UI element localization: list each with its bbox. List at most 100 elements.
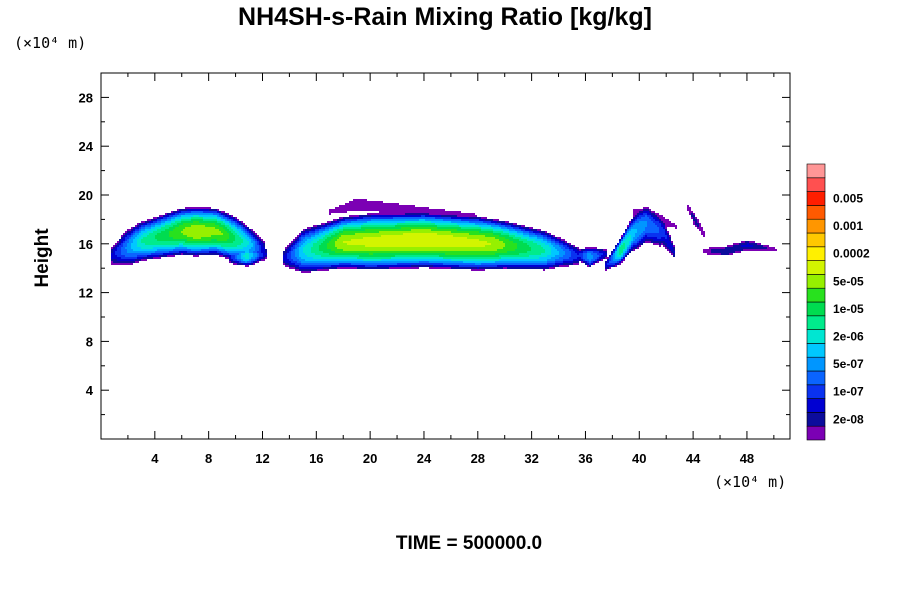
y-tick-label: 4 (86, 383, 94, 398)
contour-cell (225, 225, 229, 227)
contour-cell (611, 255, 613, 257)
contour-cell (497, 249, 515, 251)
contour-cell (633, 211, 639, 213)
contour-cell (141, 235, 147, 237)
contour-cell (259, 237, 261, 239)
contour-cell (181, 219, 191, 221)
contour-cell (263, 241, 265, 243)
contour-cell (287, 253, 291, 255)
contour-cell (539, 231, 545, 233)
colorbar-swatch (806, 343, 826, 358)
contour-cell (695, 221, 697, 223)
contour-cell (259, 257, 263, 259)
contour-cell (261, 241, 263, 243)
contour-cell (313, 243, 321, 245)
contour-cell (547, 239, 551, 241)
contour-cell (249, 257, 251, 259)
contour-cell (185, 227, 215, 229)
contour-cell (249, 249, 255, 251)
contour-cell (495, 223, 501, 225)
contour-cell (617, 245, 619, 247)
contour-cell (283, 261, 285, 263)
contour-cell (637, 217, 641, 219)
contour-cell (657, 237, 661, 239)
contour-cell (241, 233, 245, 235)
contour-cell (291, 245, 293, 247)
contour-cell (491, 221, 497, 223)
contour-cell (695, 217, 697, 219)
contour-cell (531, 249, 545, 251)
contour-cell (141, 225, 145, 227)
contour-cell (481, 229, 493, 231)
contour-cell (491, 225, 499, 227)
contour-cell (687, 205, 689, 207)
contour-cell (569, 247, 573, 249)
contour-cell (635, 221, 639, 223)
contour-cell (131, 227, 133, 229)
contour-cell (117, 247, 121, 249)
contour-cell (293, 249, 295, 251)
contour-cell (321, 223, 325, 225)
contour-cell (661, 223, 663, 225)
contour-cell (389, 267, 419, 269)
contour-cell (245, 225, 247, 227)
contour-cell (145, 243, 179, 245)
contour-cell (261, 247, 265, 249)
contour-cell (293, 259, 299, 261)
contour-cell (577, 257, 581, 259)
contour-cell (527, 239, 535, 241)
contour-cell (621, 253, 623, 255)
contour-cell (749, 243, 757, 245)
contour-cell (551, 243, 555, 245)
contour-cell (701, 231, 705, 233)
x-tick-label: 48 (740, 451, 754, 466)
contour-cell (587, 263, 589, 265)
contour-cell (239, 235, 243, 237)
contour-cell (237, 223, 239, 225)
contour-cell (241, 257, 245, 259)
contour-cell (307, 255, 321, 257)
contour-cell (259, 241, 261, 243)
colorbar-swatch (806, 246, 826, 261)
contour-cell (147, 219, 151, 221)
contour-cell (251, 263, 253, 265)
contour-cell (617, 249, 619, 251)
contour-cell (581, 257, 583, 259)
contour-cell (625, 233, 627, 235)
contour-cell (753, 245, 763, 247)
contour-cell (313, 239, 319, 241)
contour-cell (241, 237, 245, 239)
contour-cell (531, 229, 537, 231)
contour-cell (299, 241, 301, 243)
contour-cell (479, 239, 499, 241)
contour-cell (625, 239, 631, 241)
contour-cell (155, 251, 169, 253)
contour-cell (537, 229, 541, 231)
contour-cell (329, 233, 335, 235)
contour-cell (599, 251, 605, 253)
contour-cell (725, 247, 767, 249)
contour-cell (687, 209, 691, 211)
contour-cell (607, 259, 609, 261)
contour-cell (339, 233, 355, 235)
contour-cell (505, 243, 517, 245)
contour-cell (131, 231, 133, 233)
contour-cell (373, 253, 445, 255)
contour-cell (141, 227, 145, 229)
contour-cell (599, 259, 601, 261)
contour-cell (181, 215, 193, 217)
contour-cell (513, 227, 519, 229)
contour-cell (219, 253, 223, 255)
y-axis-label: Height (32, 228, 53, 288)
contour-cell (295, 243, 297, 245)
contour-cell (235, 239, 243, 241)
contour-cell (121, 253, 151, 255)
contour-cell (643, 235, 645, 237)
contour-cell (221, 217, 223, 219)
contour-cell (589, 259, 591, 261)
contour-cell (289, 259, 293, 261)
contour-cell (235, 257, 237, 259)
contour-cell (309, 233, 315, 235)
contour-cell (533, 231, 539, 233)
x-tick-label: 24 (417, 451, 432, 466)
